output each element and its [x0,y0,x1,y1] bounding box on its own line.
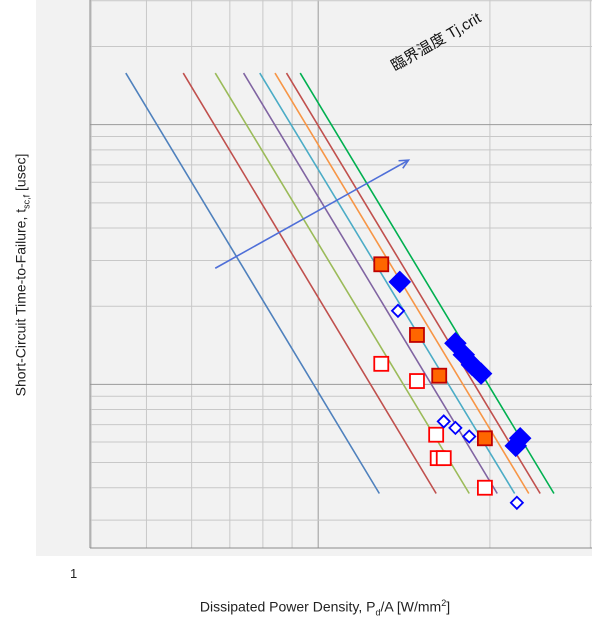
plot-area [36,0,592,556]
square-marker [373,256,390,273]
diamond-marker [469,362,493,385]
series-line-7 [285,72,541,494]
square-marker [373,355,390,372]
diamond-marker [448,420,463,436]
series-line-5 [259,72,516,494]
square-marker [435,450,452,467]
diamond-marker [388,270,412,294]
series-line-8 [299,72,555,494]
diamond-marker [436,414,452,429]
series-line-2 [182,72,437,494]
diamond-marker [390,303,406,319]
series-line-3 [214,72,470,494]
square-marker [477,479,493,496]
x-axis-label: Dissipated Power Density, Pd/A [W/mm2] [199,598,451,618]
square-marker [409,327,425,343]
y-axis-label: Short-Circuit Time-to-Failure, tsc,f [us… [12,153,32,397]
x-tick-label: 1 [70,566,78,581]
annotation-arrow-head [398,159,411,169]
square-marker [477,430,493,447]
diamond-marker [461,429,477,444]
square-marker [431,367,448,384]
diamond-marker [504,434,528,458]
diamond-marker [509,495,525,511]
annotation-arrow-line [214,159,409,269]
square-marker [428,426,445,443]
square-marker [409,373,425,389]
series-line-1 [125,72,381,494]
